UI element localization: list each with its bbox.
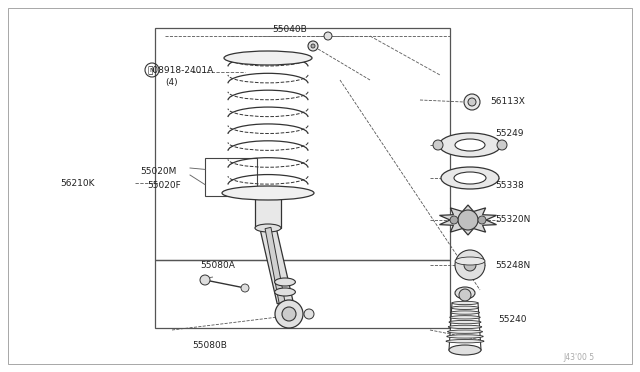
Text: 55020M: 55020M: [140, 167, 177, 176]
Ellipse shape: [439, 133, 501, 157]
Text: 55338: 55338: [495, 182, 524, 190]
Circle shape: [468, 98, 476, 106]
Circle shape: [450, 216, 458, 224]
Ellipse shape: [450, 316, 480, 319]
Bar: [205, 158, 257, 196]
Circle shape: [311, 44, 315, 48]
Ellipse shape: [451, 306, 479, 310]
Bar: [155, 260, 450, 328]
Bar: [155, 28, 450, 260]
Polygon shape: [260, 226, 292, 304]
Text: J43'00 5: J43'00 5: [564, 353, 595, 362]
Circle shape: [200, 275, 210, 285]
Ellipse shape: [455, 257, 485, 265]
Ellipse shape: [447, 330, 483, 333]
Text: 55249: 55249: [495, 128, 524, 138]
Circle shape: [308, 41, 318, 51]
Ellipse shape: [497, 140, 507, 150]
Ellipse shape: [448, 325, 482, 328]
Ellipse shape: [447, 335, 483, 338]
Ellipse shape: [449, 320, 481, 324]
Circle shape: [241, 284, 249, 292]
Ellipse shape: [433, 140, 443, 150]
Ellipse shape: [455, 287, 475, 299]
Ellipse shape: [449, 345, 481, 355]
Text: 56210K: 56210K: [60, 179, 95, 187]
Circle shape: [324, 32, 332, 40]
Text: N: N: [150, 67, 154, 73]
Circle shape: [459, 289, 471, 301]
Text: (4): (4): [165, 78, 178, 87]
Text: 55320N: 55320N: [495, 215, 531, 224]
Circle shape: [282, 307, 296, 321]
Ellipse shape: [441, 167, 499, 189]
Text: 56113X: 56113X: [490, 97, 525, 106]
Text: 55040B: 55040B: [273, 26, 307, 35]
Ellipse shape: [454, 172, 486, 184]
Bar: [255, 198, 281, 228]
Ellipse shape: [224, 51, 312, 65]
Text: 55248N: 55248N: [495, 260, 531, 269]
Ellipse shape: [275, 278, 296, 286]
Ellipse shape: [452, 301, 478, 305]
Circle shape: [304, 309, 314, 319]
Circle shape: [464, 259, 476, 271]
Polygon shape: [265, 227, 285, 303]
Text: 55080B: 55080B: [193, 340, 227, 350]
Circle shape: [455, 250, 485, 280]
Text: 55240: 55240: [498, 315, 527, 324]
Ellipse shape: [275, 288, 296, 296]
Ellipse shape: [446, 340, 484, 343]
Ellipse shape: [255, 224, 281, 232]
Ellipse shape: [451, 311, 479, 314]
Polygon shape: [440, 205, 497, 235]
Circle shape: [478, 216, 486, 224]
Text: 55080A: 55080A: [200, 260, 235, 269]
Ellipse shape: [455, 139, 485, 151]
Circle shape: [458, 210, 478, 230]
Ellipse shape: [222, 186, 314, 200]
Text: 55020F: 55020F: [147, 180, 180, 189]
Circle shape: [275, 300, 303, 328]
Circle shape: [464, 94, 480, 110]
Text: ⓝ08918-2401A: ⓝ08918-2401A: [148, 65, 214, 74]
